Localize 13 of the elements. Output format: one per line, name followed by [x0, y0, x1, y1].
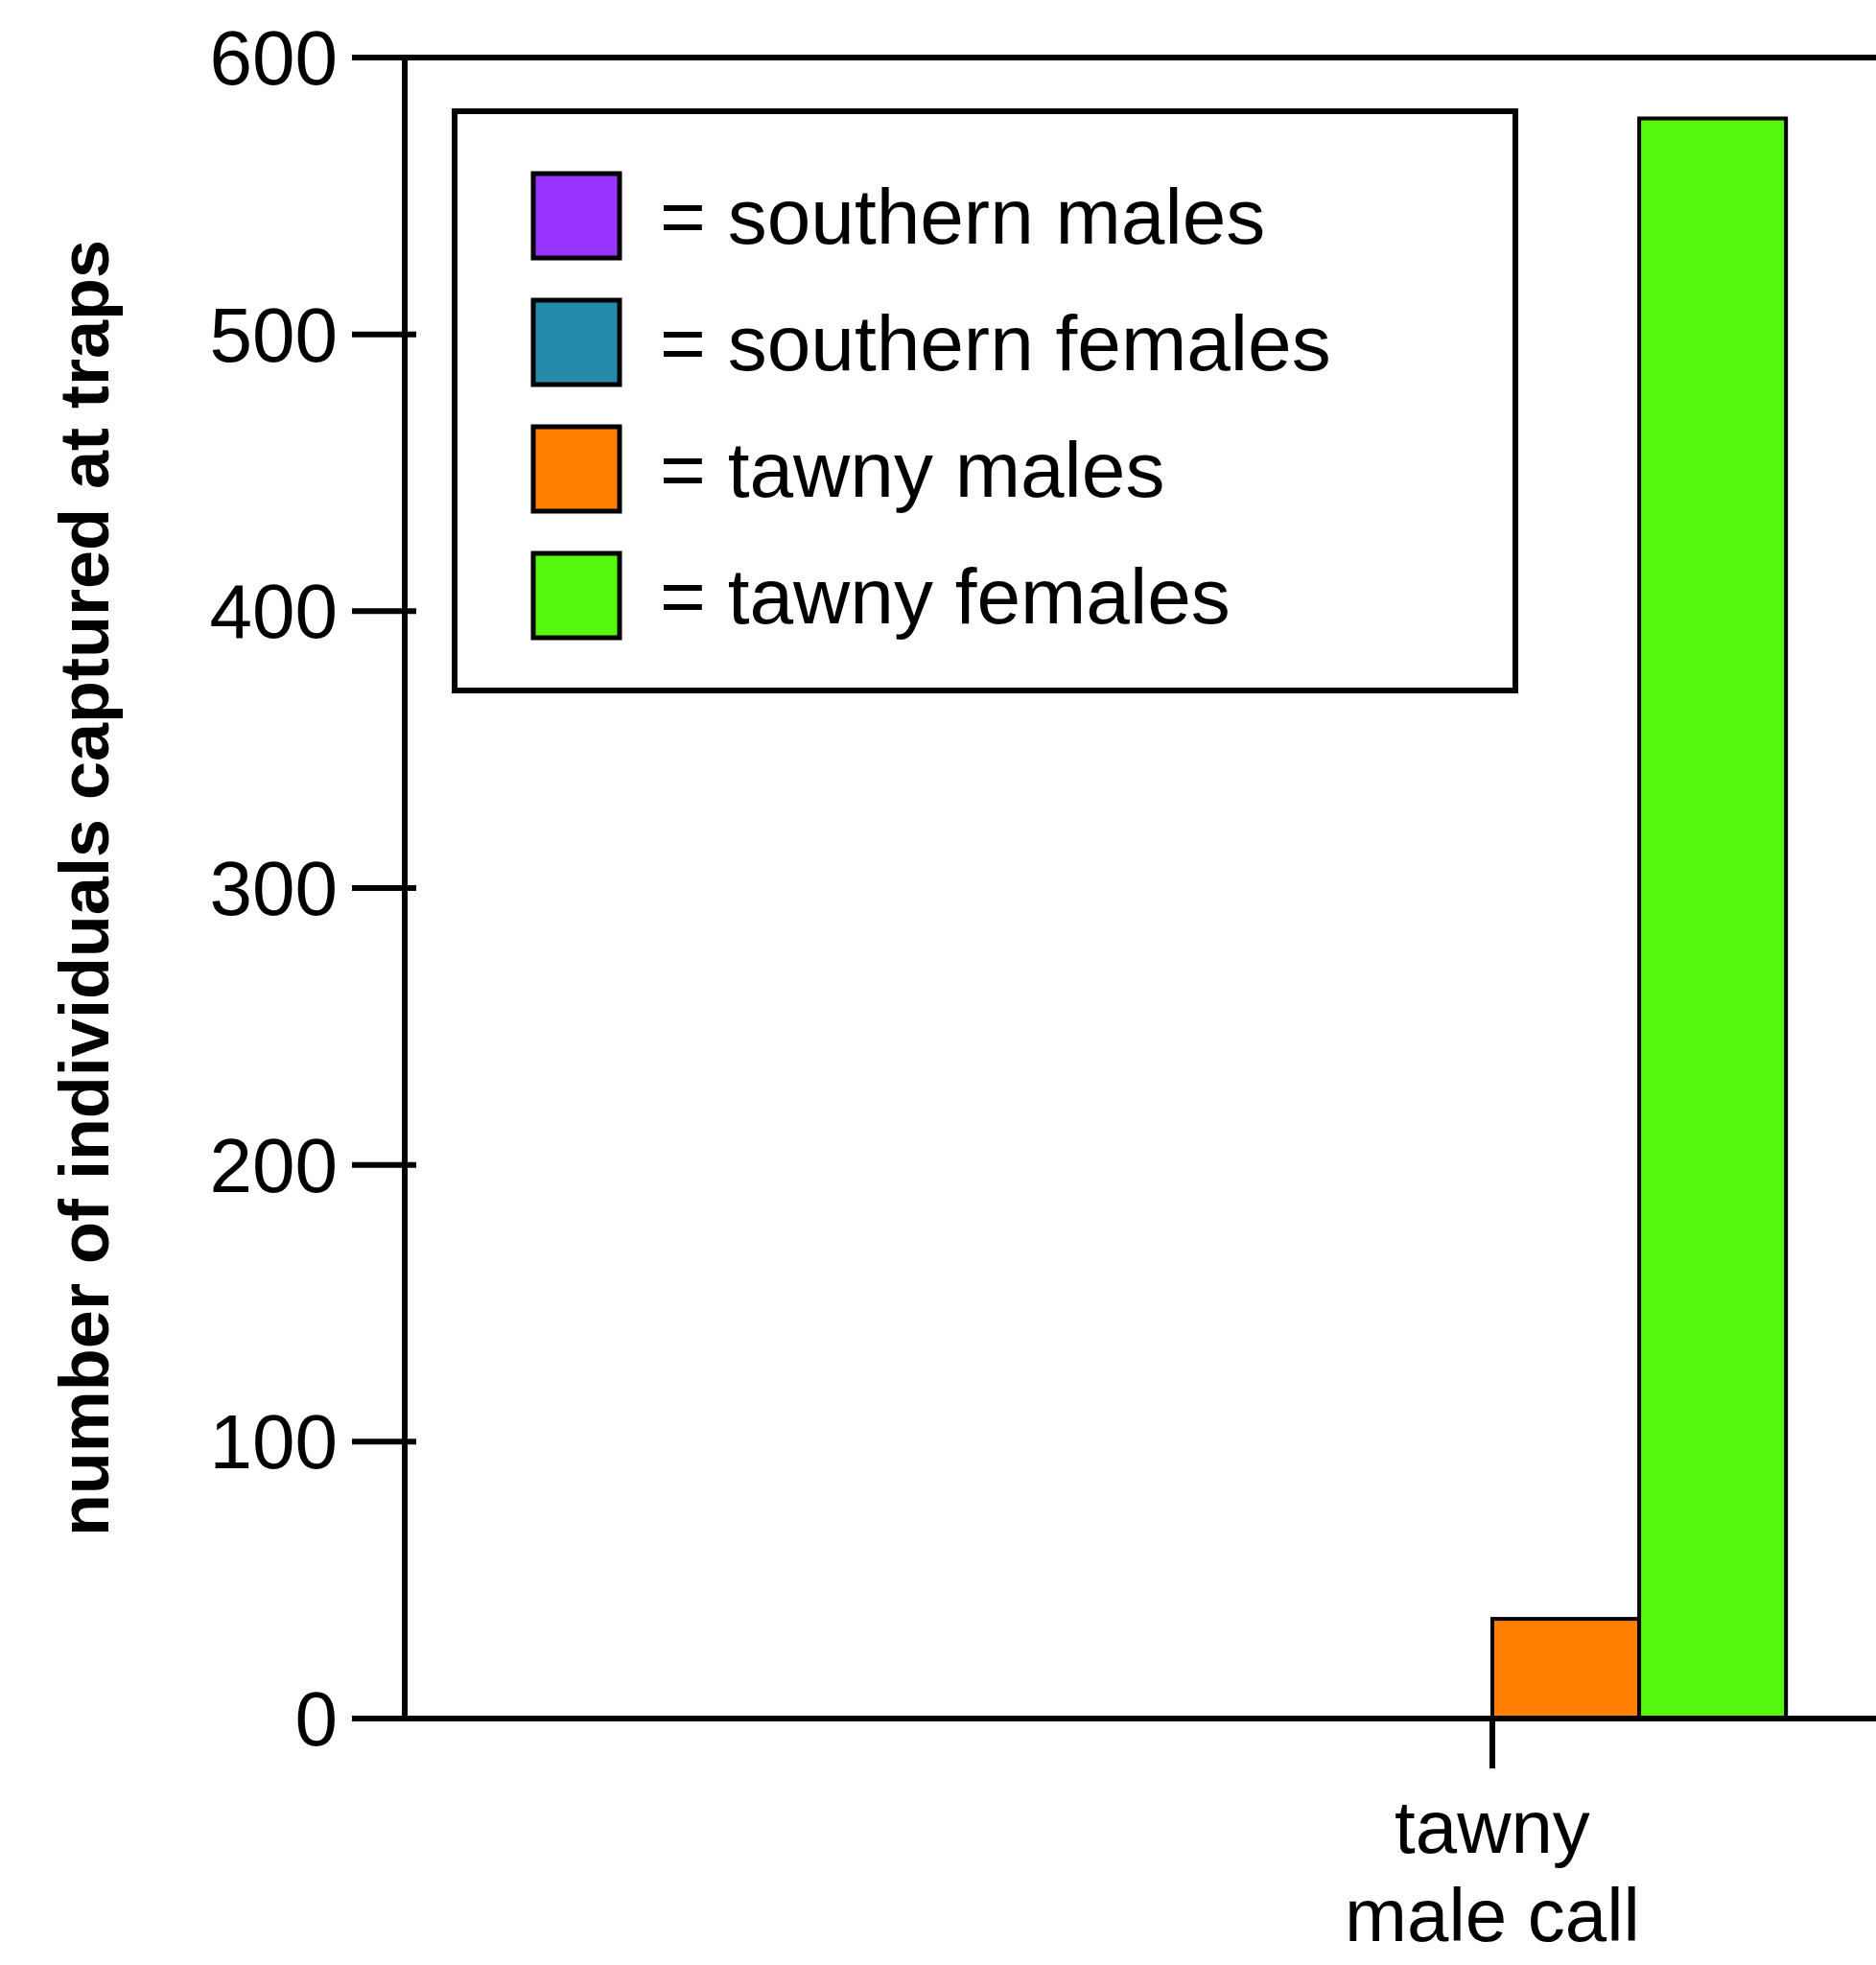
y-tick-label: 400 [209, 569, 338, 655]
y-tick-label: 100 [209, 1399, 338, 1485]
y-tick-label: 0 [294, 1676, 338, 1762]
legend-label: = southern males [660, 172, 1266, 260]
legend-label: = tawny males [660, 425, 1165, 513]
y-tick-label: 200 [209, 1122, 338, 1208]
y-tick-label: 300 [209, 846, 338, 931]
y-tick-label: 500 [209, 292, 338, 378]
x-tick-label: tawny male call [1345, 1785, 1640, 1957]
legend-label: = southern females [660, 298, 1331, 386]
legend-label: = tawny females [660, 551, 1231, 640]
y-tick-label: 600 [209, 15, 338, 101]
y-axis-title: number of individuals captured at traps [46, 239, 123, 1537]
